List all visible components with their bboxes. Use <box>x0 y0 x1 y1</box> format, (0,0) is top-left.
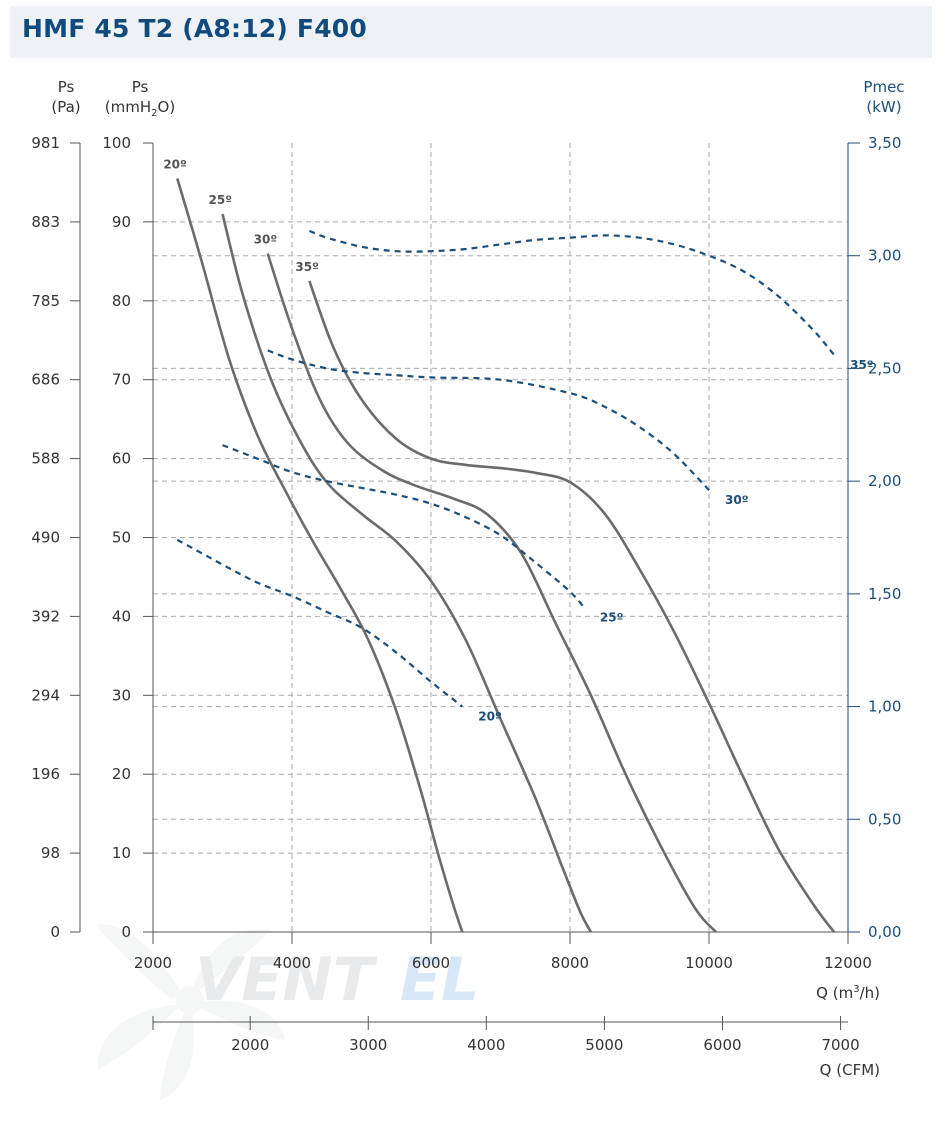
tick-label: 90 <box>112 213 131 231</box>
axis-label-mmh2o-line2: (mmH2O) <box>105 98 175 119</box>
power-curve-25 <box>222 444 585 609</box>
tick-label: 4000 <box>273 954 311 972</box>
grid-lines-pressure <box>153 221 848 854</box>
tick-label: 50 <box>112 529 131 547</box>
tick-label: 10 <box>112 844 131 862</box>
tick-label: 6000 <box>412 954 450 972</box>
tick-label: 4000 <box>467 1036 505 1054</box>
tick-label: 0 <box>50 923 60 941</box>
power-curve-label-25: 25º <box>600 610 624 624</box>
axis-ticks-pa: 981 883 785 686 588 490 392 294 196 98 0 <box>31 134 80 941</box>
power-curve-label-35: 35º <box>850 358 874 372</box>
tick-label: 20 <box>112 765 131 783</box>
axis-label-cfm: Q (CFM) <box>820 1061 880 1079</box>
chart-title: HMF 45 T2 (A8:12) F400 <box>22 14 367 43</box>
watermark-text-el: EL <box>400 945 479 1015</box>
tick-label: 1,00 <box>868 698 901 716</box>
tick-label: 30 <box>112 686 131 704</box>
power-curve-20 <box>176 538 463 708</box>
axis-ticks-cfm: 2000 3000 4000 5000 6000 7000 <box>152 1016 860 1054</box>
pressure-curve-20 <box>176 178 464 933</box>
power-curve-label-20: 20º <box>478 710 502 724</box>
pressure-curve-label-20: 20º <box>163 158 187 172</box>
watermark: VENT EL <box>95 924 479 1100</box>
axis-label-pa-line2: (Pa) <box>51 98 80 116</box>
axis-label-kw-line1: Pmec <box>863 78 904 96</box>
axis-label-kw-line2: (kW) <box>866 98 901 116</box>
tick-label: 12000 <box>824 954 872 972</box>
pressure-curve-25 <box>221 213 593 933</box>
tick-label: 8000 <box>551 954 589 972</box>
tick-label: 7000 <box>821 1036 859 1054</box>
power-curve-30 <box>267 349 710 491</box>
curve-labels: 20º 25º 30º 35º 20º 25º 30º 35º <box>163 158 873 724</box>
axis-label-mmh2o-line1: Ps <box>132 78 149 96</box>
tick-label: 2,50 <box>868 359 901 377</box>
pressure-curve-label-25: 25º <box>209 193 233 207</box>
tick-label: 80 <box>112 292 131 310</box>
tick-label: 3000 <box>349 1036 387 1054</box>
tick-label: 1,50 <box>868 585 901 603</box>
tick-label: 0,50 <box>868 810 901 828</box>
tick-label: 60 <box>112 450 131 468</box>
tick-label: 2,00 <box>868 472 901 490</box>
tick-label: 3,50 <box>868 134 901 152</box>
grid-lines-flow <box>291 143 710 932</box>
axis-label-m3h: Q (m3/h) <box>816 984 880 1002</box>
tick-label: 5000 <box>585 1036 623 1054</box>
tick-label: 588 <box>31 450 60 468</box>
tick-label: 70 <box>112 371 131 389</box>
axis-ticks-kw: 3,50 3,00 2,50 2,00 1,50 1,00 0,50 0,00 <box>848 134 901 941</box>
fan-blade-icon <box>95 924 285 1100</box>
grid-lines-power <box>153 255 848 820</box>
tick-label: 2000 <box>134 954 172 972</box>
tick-label: 2000 <box>231 1036 269 1054</box>
tick-label: 0 <box>121 923 131 941</box>
tick-label: 196 <box>31 765 60 783</box>
watermark-text-vent: VENT <box>195 945 378 1015</box>
pressure-curve-label-30: 30º <box>254 232 278 246</box>
tick-label: 10000 <box>685 954 733 972</box>
axis-label-pa-line1: Ps <box>58 78 75 96</box>
power-curve-label-30: 30º <box>725 493 749 507</box>
tick-label: 686 <box>31 371 60 389</box>
tick-label: 392 <box>31 607 60 625</box>
axis-ticks-m3h: 2000 4000 6000 8000 10000 12000 <box>134 932 872 972</box>
tick-label: 6000 <box>703 1036 741 1054</box>
pressure-curve-35 <box>308 280 836 933</box>
tick-label: 100 <box>102 134 131 152</box>
tick-label: 490 <box>31 529 60 547</box>
tick-label: 785 <box>31 292 60 310</box>
title-bar: HMF 45 T2 (A8:12) F400 <box>10 6 932 58</box>
tick-label: 981 <box>31 134 60 152</box>
tick-label: 3,00 <box>868 247 901 265</box>
tick-label: 294 <box>31 686 60 704</box>
power-curve-35 <box>308 229 835 356</box>
pressure-curve-30 <box>266 253 717 933</box>
tick-label: 0,00 <box>868 923 901 941</box>
tick-label: 98 <box>41 844 60 862</box>
curves <box>176 178 836 933</box>
pressure-curve-label-35: 35º <box>295 260 319 274</box>
tick-label: 883 <box>31 213 60 231</box>
tick-label: 40 <box>112 607 131 625</box>
